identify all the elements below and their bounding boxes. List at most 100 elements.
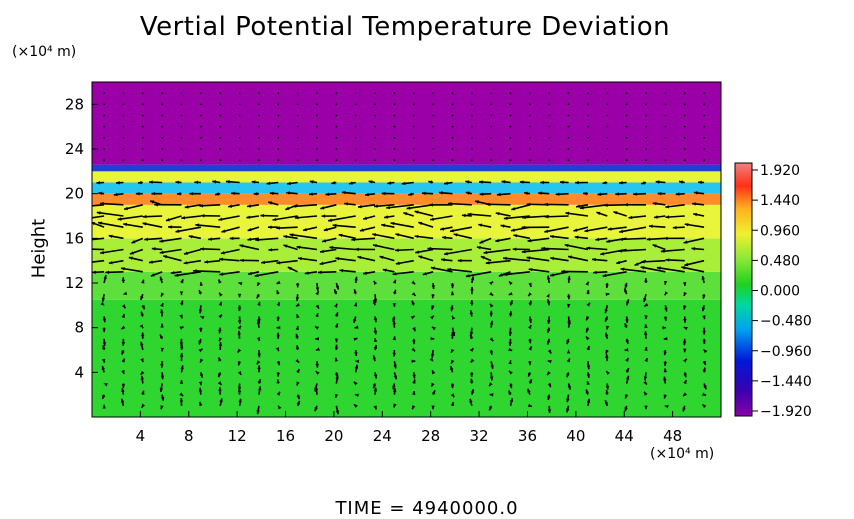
- wind-vector: [483, 248, 511, 254]
- field-band-8: [92, 82, 721, 165]
- wind-vector-head: [121, 350, 125, 355]
- wind-vector-head: [429, 357, 434, 362]
- wind-vector-head: [100, 301, 105, 306]
- wind-vector-head: [640, 260, 645, 264]
- wind-vector-head: [538, 191, 542, 195]
- wind-vector-head: [430, 353, 435, 358]
- wind-vector-head: [256, 337, 261, 342]
- wind-vector-head: [354, 276, 358, 281]
- wind-vector-head: [470, 373, 474, 377]
- wind-vector-head: [561, 269, 565, 274]
- calm-vector-dot: [161, 103, 164, 106]
- calm-vector-dot: [587, 114, 589, 117]
- wind-vector-head: [140, 311, 144, 316]
- calm-vector-dot: [335, 103, 338, 106]
- calm-vector-dot: [548, 92, 551, 95]
- wind-vector-head: [297, 256, 302, 261]
- wind-vector-head: [573, 228, 578, 232]
- wind-vector-head: [628, 215, 633, 220]
- wind-vector-head: [652, 244, 657, 248]
- wind-vector-head: [453, 233, 458, 237]
- wind-vector-head: [268, 201, 273, 205]
- wind-vector-head: [150, 200, 155, 204]
- wind-vector: [174, 271, 201, 277]
- wind-vector-head: [431, 294, 435, 299]
- wind-vector-head: [415, 250, 420, 254]
- calm-vector-dot: [141, 159, 144, 162]
- wind-vector-head: [353, 404, 358, 409]
- wind-vector-head: [702, 340, 706, 344]
- calm-vector-dot: [490, 136, 493, 139]
- wind-vector: [447, 202, 472, 206]
- wind-vector-head: [450, 284, 455, 289]
- wind-vector: [117, 215, 143, 221]
- wind-vector-head: [625, 368, 629, 373]
- wind-vector-head: [500, 224, 505, 228]
- wind-vector-head: [219, 272, 224, 276]
- y-tick-label: 8: [74, 319, 84, 337]
- wind-vector: [329, 246, 356, 251]
- wind-vector-head: [199, 282, 204, 286]
- wind-vector-head: [698, 180, 702, 185]
- wind-vector-head: [430, 336, 435, 341]
- wind-vector-head: [567, 275, 571, 280]
- wind-vector-head: [92, 270, 96, 274]
- wind-vector-head: [619, 229, 624, 234]
- wind-vector-head: [540, 180, 544, 185]
- wind-vector: [92, 215, 105, 219]
- calm-vector-dot: [258, 92, 260, 95]
- calm-vector-dot: [548, 136, 551, 139]
- wind-vector-head: [613, 211, 618, 215]
- wind-vector-head: [120, 398, 125, 403]
- wind-vector-head: [103, 275, 107, 280]
- wind-vector-head: [485, 202, 490, 207]
- calm-vector-dot: [567, 148, 570, 150]
- wind-vector-head: [180, 279, 184, 284]
- calm-vector-dot: [296, 92, 299, 95]
- wind-vector-head: [276, 391, 280, 396]
- calm-vector-dot: [606, 114, 609, 117]
- wind-vector-head: [465, 274, 470, 278]
- wind-vector-head: [476, 245, 481, 250]
- calm-vector-dot: [199, 159, 202, 162]
- wind-vector-head: [251, 180, 256, 184]
- calm-vector-dot: [258, 103, 260, 106]
- calm-vector-dot: [180, 92, 183, 95]
- wind-vector-head: [508, 332, 513, 336]
- calm-vector-dot: [567, 159, 570, 162]
- wind-vector-head: [121, 304, 126, 309]
- wind-vector-head: [325, 192, 330, 197]
- wind-vector-head: [644, 391, 648, 396]
- wind-vector-head: [566, 408, 570, 413]
- wind-vector-head: [606, 371, 610, 375]
- calm-vector-dot: [354, 92, 357, 95]
- wind-vector-head: [238, 398, 242, 403]
- field-band-2: [92, 238, 721, 272]
- wind-vector-head: [276, 379, 280, 384]
- wind-vector-head: [640, 266, 645, 270]
- wind-vector-head: [117, 217, 122, 221]
- wind-vector-head: [354, 364, 359, 369]
- calm-vector-dot: [238, 136, 241, 139]
- calm-vector-dot: [393, 92, 396, 95]
- x-tick-label: 24: [373, 427, 392, 445]
- wind-vector-head: [141, 403, 146, 408]
- calm-vector-dot: [103, 92, 105, 95]
- wind-vector-head: [315, 336, 319, 341]
- wind-vector: [92, 259, 105, 263]
- wind-vector-head: [165, 217, 170, 222]
- x-tick-label: 44: [615, 427, 634, 445]
- wind-vectors: [92, 92, 708, 415]
- wind-vector-head: [195, 223, 200, 227]
- wind-vector-head: [384, 215, 388, 219]
- wind-vector-head: [683, 291, 687, 296]
- wind-vector-head: [220, 251, 225, 255]
- wind-vector-head: [406, 206, 411, 210]
- wind-vector-head: [605, 385, 610, 390]
- calm-vector-dot: [432, 159, 435, 162]
- calm-vector-dot: [412, 148, 415, 150]
- calm-vector-dot: [122, 159, 125, 162]
- calm-vector-dot: [180, 125, 183, 128]
- calm-vector-dot: [606, 159, 609, 162]
- wind-vector-head: [238, 282, 243, 286]
